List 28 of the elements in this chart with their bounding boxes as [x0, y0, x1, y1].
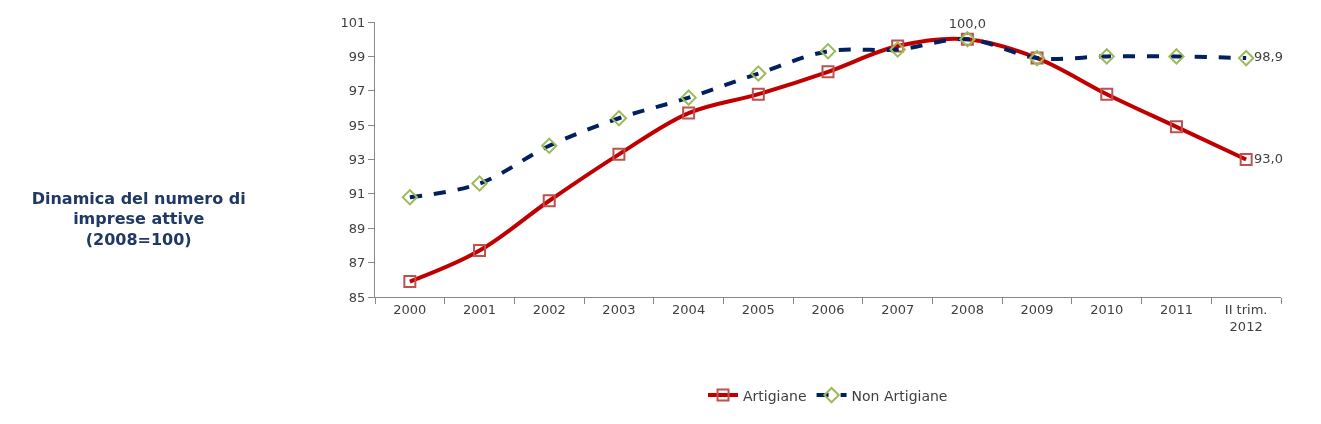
x-tick-label: 2010 [1090, 301, 1124, 317]
data-label: 98,9 [1254, 49, 1283, 65]
y-tick-label: 89 [348, 220, 366, 236]
x-tick-label: 2005 [741, 301, 775, 317]
y-tick-label: 87 [348, 255, 366, 271]
legend-label: Non Artigiane [851, 387, 948, 404]
x-tick-label: 2007 [881, 301, 915, 317]
x-tick-label: 2004 [672, 301, 706, 317]
x-tick-label: 2002 [532, 301, 566, 317]
data-label: 93,0 [1254, 150, 1283, 166]
legend-label: Artigiane [743, 387, 807, 404]
y-tick-label: 99 [348, 48, 366, 64]
x-tick-label: 2000 [393, 301, 427, 317]
x-tick-label: 2009 [1020, 301, 1054, 317]
y-tick-label: 93 [348, 152, 366, 168]
y-tick-label: 85 [348, 289, 366, 305]
x-tick-label: 2003 [602, 301, 636, 317]
y-tick-label: 97 [348, 83, 366, 99]
x-tick-label: 2008 [950, 301, 984, 317]
y-tick-label: 101 [340, 14, 366, 30]
x-tick-label: 2001 [462, 301, 497, 317]
y-tick-label: 95 [348, 117, 366, 133]
x-tick-label: II trim. 2012 [1224, 301, 1268, 334]
y-tick-label: 91 [348, 186, 366, 202]
data-label: 100,0 [948, 16, 986, 32]
text: Dinamica del numero di imprese attive (2008=100) [31, 188, 246, 250]
x-tick-label: 2006 [811, 301, 845, 317]
x-tick-label: 2011 [1159, 301, 1194, 317]
